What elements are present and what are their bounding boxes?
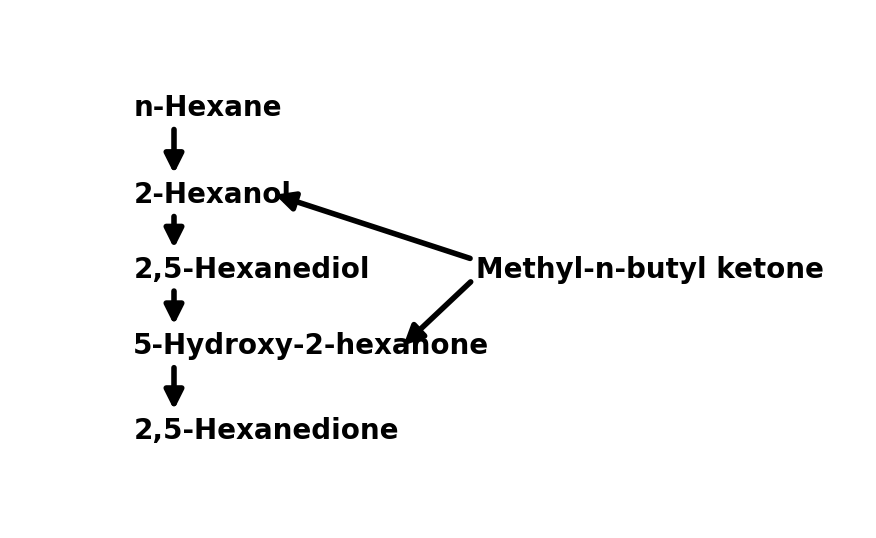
Text: Methyl-n-butyl ketone: Methyl-n-butyl ketone: [477, 256, 824, 284]
Text: 2-Hexanol: 2-Hexanol: [133, 181, 291, 209]
Text: 2,5-Hexanediol: 2,5-Hexanediol: [133, 256, 370, 284]
Text: n-Hexane: n-Hexane: [133, 94, 282, 122]
Text: 2,5-Hexanedione: 2,5-Hexanedione: [133, 417, 399, 445]
Text: 5-Hydroxy-2-hexanone: 5-Hydroxy-2-hexanone: [133, 332, 490, 360]
